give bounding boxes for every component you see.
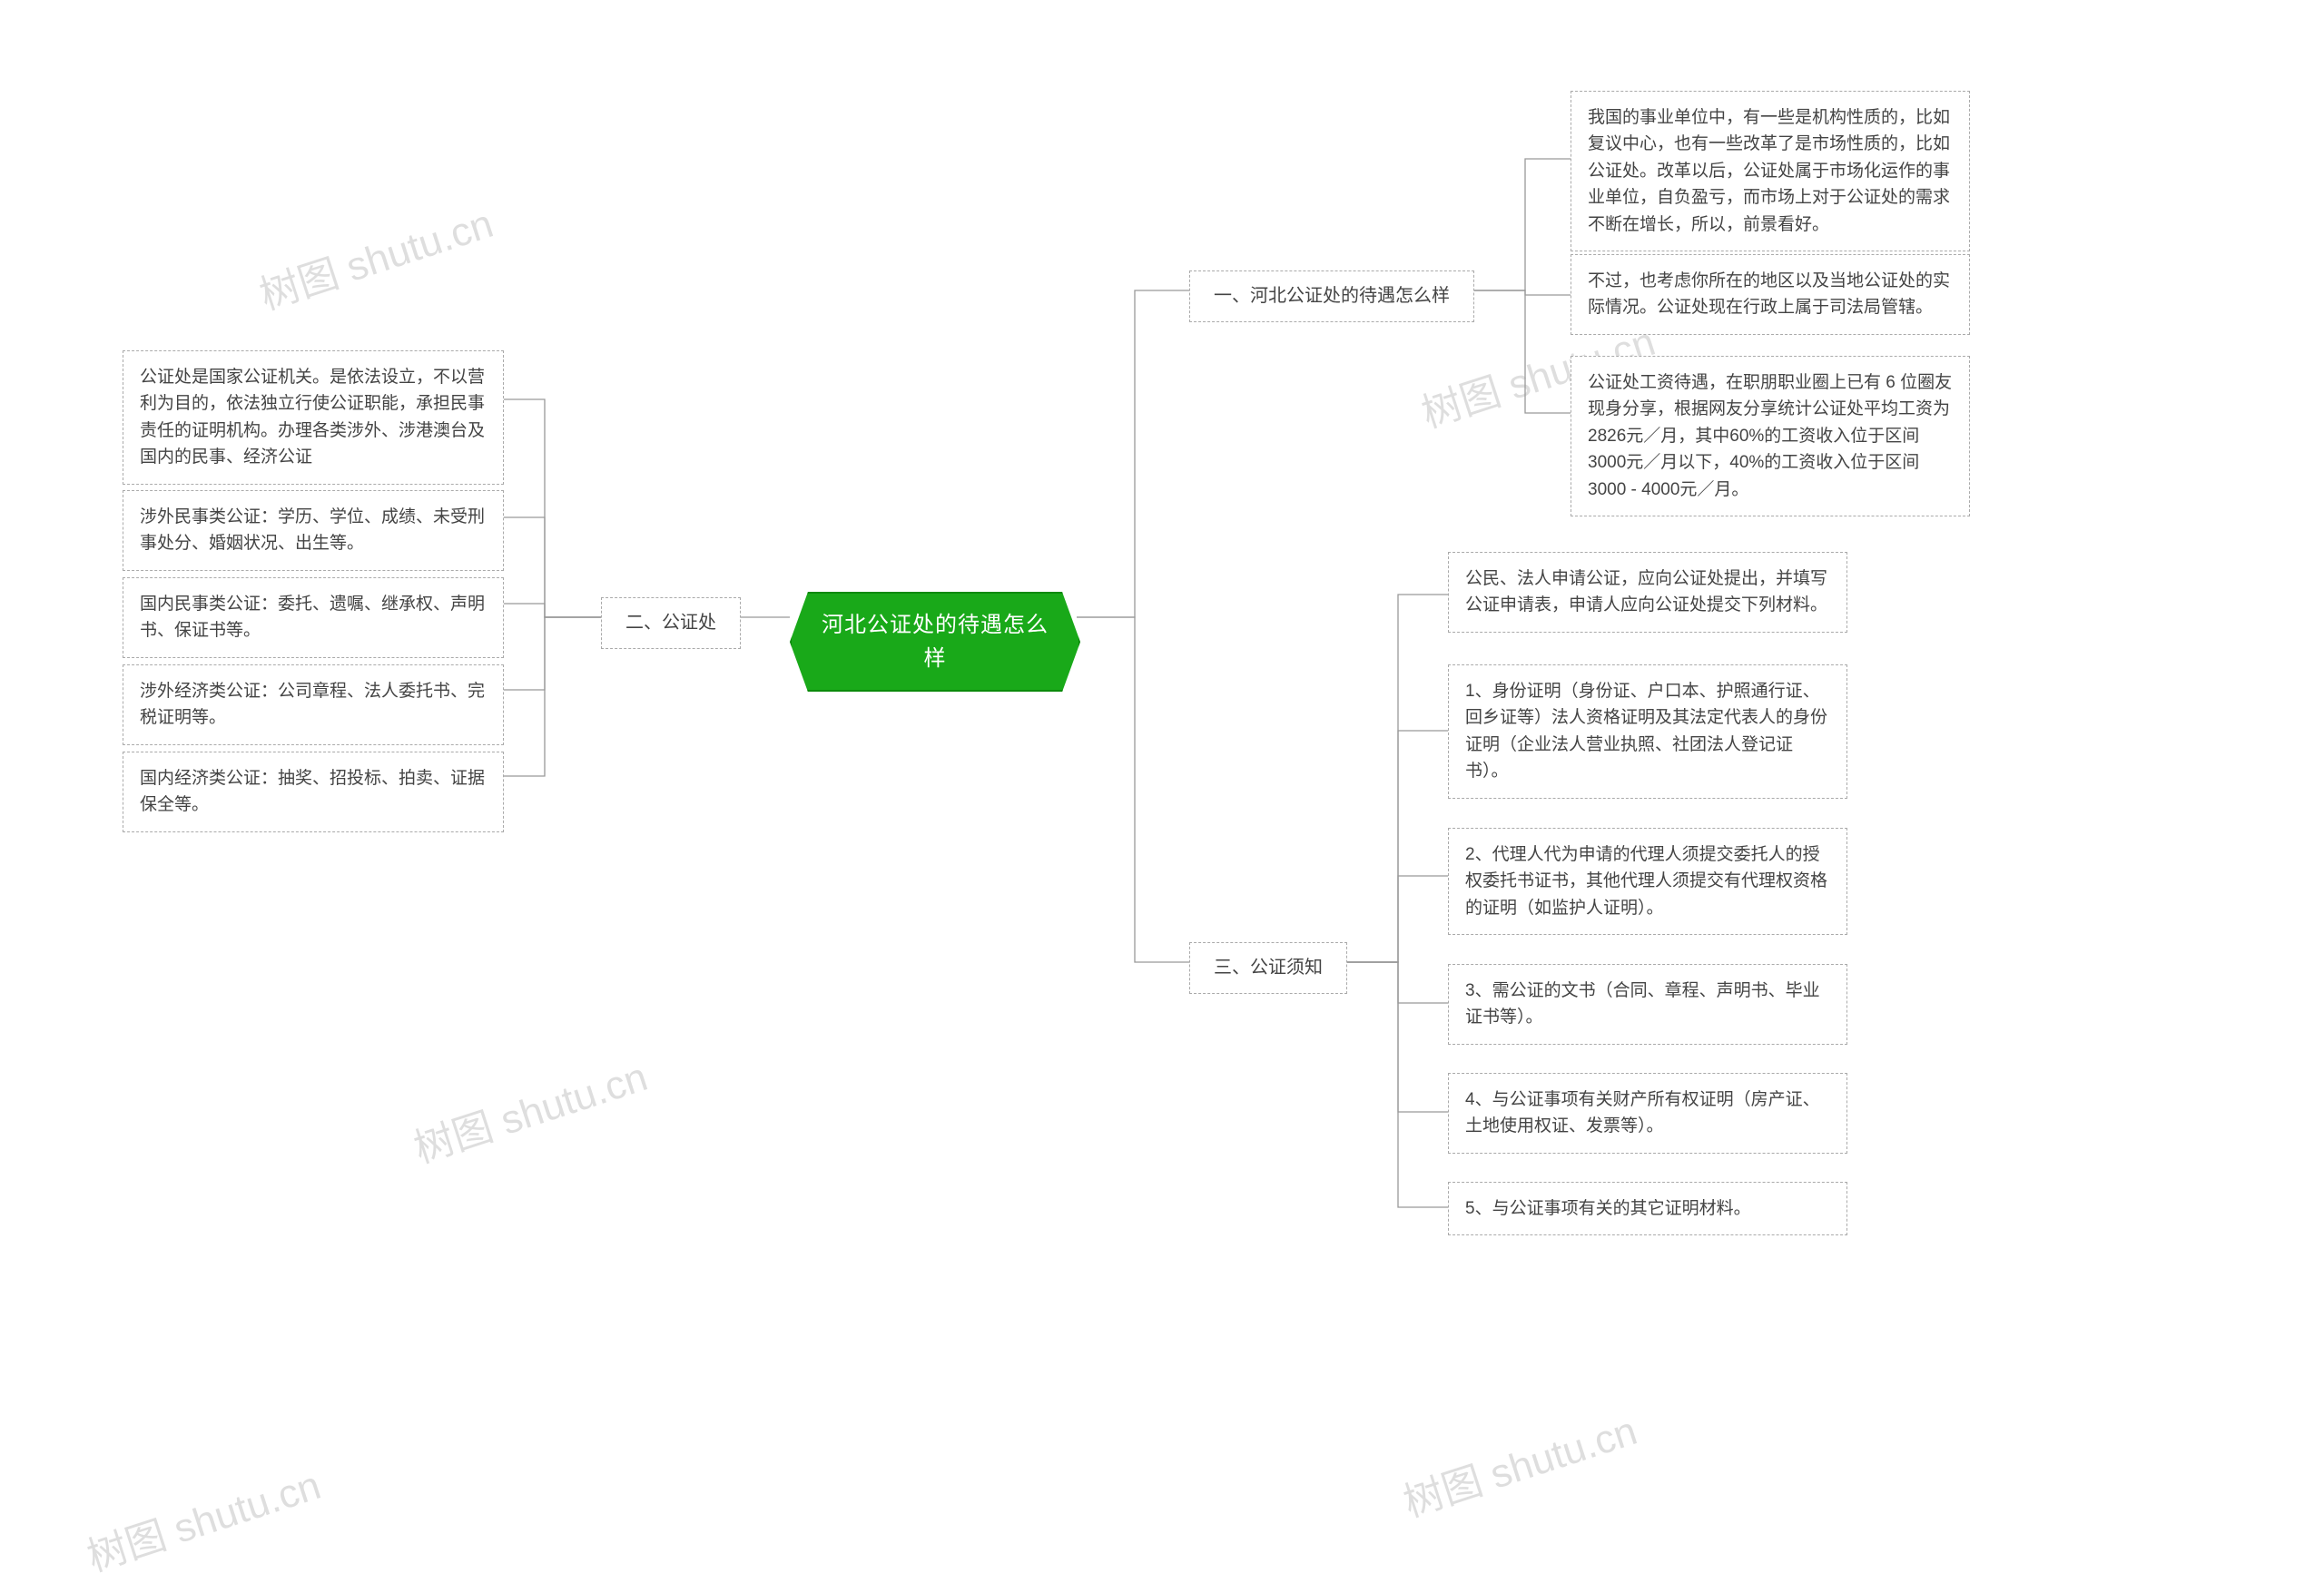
leaf-r2-0: 公民、法人申请公证，应向公证处提出，并填写公证申请表，申请人应向公证处提交下列材…: [1448, 552, 1847, 633]
leaf-r2-5: 5、与公证事项有关的其它证明材料。: [1448, 1182, 1847, 1235]
leaf-r1-2: 公证处工资待遇，在职朋职业圈上已有 6 位圈友现身分享，根据网友分享统计公证处平…: [1571, 356, 1970, 516]
leaf-r2-2: 2、代理人代为申请的代理人须提交委托人的授权委托书证书，其他代理人须提交有代理权…: [1448, 828, 1847, 935]
branch-notary-office[interactable]: 二、公证处: [601, 597, 741, 649]
leaf-r2-4: 4、与公证事项有关财产所有权证明（房产证、土地使用权证、发票等）。: [1448, 1073, 1847, 1154]
leaf-left-4: 国内经济类公证：抽奖、招投标、拍卖、证据保全等。: [123, 752, 504, 832]
watermark: 树图 shutu.cn: [79, 1452, 327, 1582]
leaf-left-3: 涉外经济类公证：公司章程、法人委托书、完税证明等。: [123, 664, 504, 745]
leaf-r2-1: 1、身份证明（身份证、户口本、护照通行证、回乡证等）法人资格证明及其法定代表人的…: [1448, 664, 1847, 799]
watermark: 树图 shutu.cn: [1395, 1398, 1643, 1528]
leaf-left-1: 涉外民事类公证：学历、学位、成绩、未受刑事处分、婚姻状况、出生等。: [123, 490, 504, 571]
leaf-left-2: 国内民事类公证：委托、遗嘱、继承权、声明书、保证书等。: [123, 577, 504, 658]
watermark: 树图 shutu.cn: [406, 1044, 654, 1174]
leaf-r1-1: 不过，也考虑你所在的地区以及当地公证处的实际情况。公证处现在行政上属于司法局管辖…: [1571, 254, 1970, 335]
branch-treatment[interactable]: 一、河北公证处的待遇怎么样: [1189, 270, 1474, 322]
branch-notice[interactable]: 三、公证须知: [1189, 942, 1347, 994]
leaf-left-0: 公证处是国家公证机关。是依法设立，不以营利为目的，依法独立行使公证职能，承担民事…: [123, 350, 504, 485]
leaf-r2-3: 3、需公证的文书（合同、章程、声明书、毕业证书等）。: [1448, 964, 1847, 1045]
leaf-r1-0: 我国的事业单位中，有一些是机构性质的，比如复议中心，也有一些改革了是市场性质的，…: [1571, 91, 1970, 251]
watermark: 树图 shutu.cn: [251, 191, 499, 320]
mindmap-root[interactable]: 河北公证处的待遇怎么样: [790, 592, 1080, 692]
